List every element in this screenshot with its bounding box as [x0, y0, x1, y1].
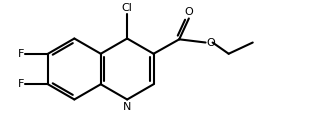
Text: F: F [18, 79, 24, 89]
Text: Cl: Cl [122, 3, 133, 13]
Text: O: O [207, 38, 216, 47]
Text: O: O [185, 7, 193, 17]
Text: F: F [18, 49, 24, 59]
Text: N: N [123, 102, 131, 112]
